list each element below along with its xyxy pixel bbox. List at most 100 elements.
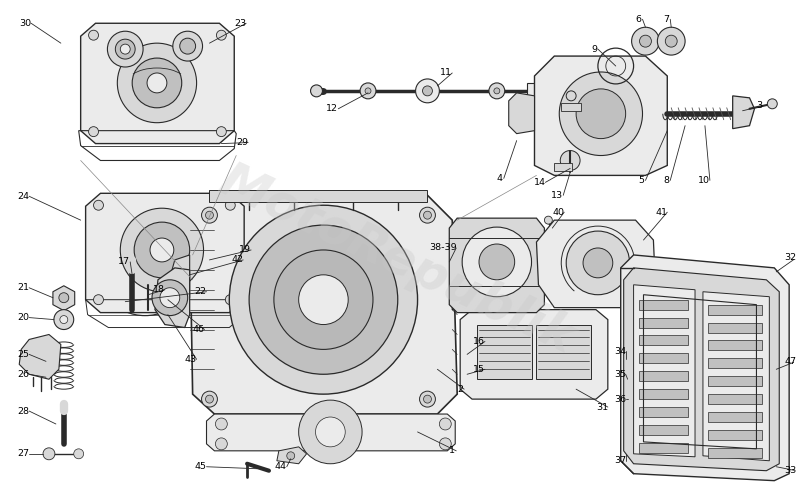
Text: 22: 22 [194,287,206,296]
Text: 27: 27 [18,449,30,458]
Polygon shape [206,414,455,451]
Bar [638,425,688,435]
Text: 37: 37 [614,456,626,465]
Bar [638,353,688,363]
Bar [708,412,762,422]
Polygon shape [634,285,695,457]
Text: 4: 4 [497,174,503,183]
Bar [638,389,688,399]
Text: 15: 15 [473,365,485,374]
Bar [708,305,762,315]
Circle shape [120,44,130,54]
Text: 6: 6 [635,15,642,24]
Circle shape [423,211,431,219]
Polygon shape [460,310,608,399]
Circle shape [423,395,431,403]
Circle shape [576,89,626,139]
Circle shape [566,231,630,294]
Circle shape [115,39,135,59]
Circle shape [360,83,376,99]
Bar [708,376,762,386]
Text: 32: 32 [784,253,796,263]
Text: 21: 21 [18,283,30,292]
Text: 24: 24 [18,192,30,201]
Text: 2: 2 [458,385,463,393]
Circle shape [215,438,227,450]
Polygon shape [86,193,244,313]
Polygon shape [450,218,545,313]
Bar [638,318,688,327]
Circle shape [639,35,651,47]
Circle shape [767,99,778,109]
Text: 34: 34 [614,347,626,356]
Text: 12: 12 [326,104,338,113]
Text: 43: 43 [185,355,197,364]
Circle shape [494,88,500,94]
Polygon shape [509,93,534,134]
Bar [708,448,762,458]
Polygon shape [534,56,667,175]
Bar [562,103,581,111]
Circle shape [245,191,253,199]
Circle shape [394,191,402,199]
Bar [638,371,688,381]
Polygon shape [452,248,497,315]
Text: 44: 44 [275,462,287,471]
Circle shape [134,222,190,278]
Circle shape [118,43,197,122]
Circle shape [462,347,476,361]
Bar [526,83,551,99]
Circle shape [545,216,552,224]
Text: 29: 29 [236,138,248,147]
Text: 30: 30 [19,19,31,28]
Text: 41: 41 [655,208,667,217]
Text: 26: 26 [18,370,30,379]
Circle shape [310,85,322,97]
Circle shape [107,31,143,67]
Text: 9: 9 [591,45,597,53]
Text: 7: 7 [663,15,670,24]
Text: 23: 23 [234,19,246,28]
Circle shape [173,31,202,61]
Text: MotoRepublik: MotoRepublik [212,156,583,364]
Polygon shape [81,23,234,144]
Circle shape [479,244,514,280]
Circle shape [365,88,371,94]
Circle shape [566,91,576,101]
Text: 45: 45 [194,462,206,471]
Circle shape [206,211,214,219]
Circle shape [249,225,398,374]
Circle shape [298,275,348,324]
Text: 3: 3 [757,101,762,110]
Polygon shape [277,447,306,464]
Text: 5: 5 [638,176,645,185]
Circle shape [147,73,167,93]
Circle shape [226,200,235,210]
Circle shape [290,191,298,199]
Circle shape [226,294,235,305]
Polygon shape [190,196,458,414]
Circle shape [439,438,451,450]
Circle shape [89,30,98,40]
Circle shape [202,391,218,407]
Bar [554,164,572,171]
Circle shape [120,208,203,292]
Circle shape [89,127,98,137]
Polygon shape [621,255,789,481]
Text: 8: 8 [663,176,670,185]
Circle shape [202,207,218,223]
Circle shape [298,400,362,464]
Text: 14: 14 [534,178,546,187]
Text: 20: 20 [18,313,30,322]
Circle shape [94,200,103,210]
Polygon shape [19,335,61,379]
Polygon shape [733,96,754,129]
Text: 42: 42 [231,255,243,265]
Bar [638,300,688,310]
Circle shape [419,391,435,407]
Text: 19: 19 [239,245,251,254]
Bar [638,407,688,417]
Text: 47: 47 [784,357,796,366]
Text: 35: 35 [614,370,626,379]
Polygon shape [703,292,770,461]
